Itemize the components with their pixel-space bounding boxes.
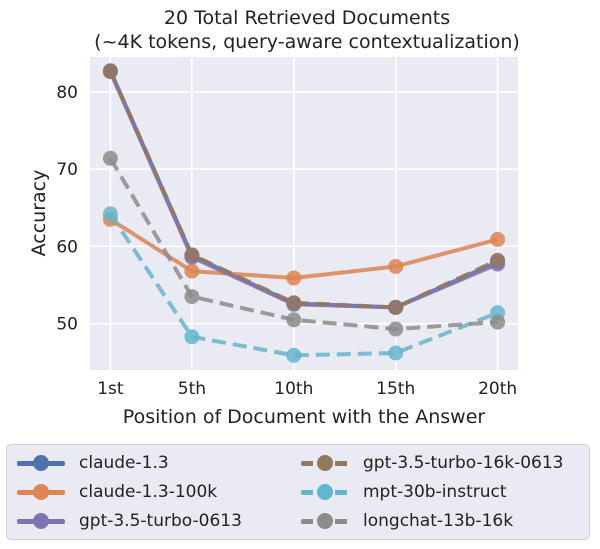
data-point xyxy=(102,150,118,166)
legend-item: claude-1.3-100k xyxy=(15,479,217,505)
data-point xyxy=(184,263,200,279)
x-tick-label: 15th xyxy=(376,379,415,399)
series-longchat-13b-16k xyxy=(102,150,506,337)
legend-swatch xyxy=(299,508,351,534)
data-point xyxy=(286,347,302,363)
data-point xyxy=(388,345,404,361)
legend-swatch xyxy=(299,479,351,505)
data-point xyxy=(184,247,200,263)
legend-label: gpt-3.5-turbo-0613 xyxy=(79,511,242,531)
legend-label: claude-1.3 xyxy=(79,453,169,473)
data-point xyxy=(184,289,200,305)
data-point xyxy=(184,329,200,345)
plot-area xyxy=(90,57,518,370)
x-axis-label: Position of Document with the Answer xyxy=(123,406,486,428)
data-point xyxy=(286,312,302,328)
data-point xyxy=(490,314,506,330)
legend-item: claude-1.3 xyxy=(15,450,169,476)
data-point xyxy=(286,270,302,286)
data-point xyxy=(102,206,118,222)
y-tick-labels: 50 60 70 80 xyxy=(56,83,78,335)
data-point xyxy=(388,321,404,337)
legend-swatch xyxy=(15,479,67,505)
data-point xyxy=(388,258,404,274)
legend-swatch xyxy=(15,450,67,476)
x-tick-label: 10th xyxy=(274,379,313,399)
y-tick-label: 50 xyxy=(56,315,78,335)
data-point xyxy=(490,231,506,247)
legend-item: gpt-3.5-turbo-16k-0613 xyxy=(299,450,564,476)
data-point xyxy=(286,295,302,311)
line-chart: 20 Total Retrieved Documents (~4K tokens… xyxy=(28,7,520,428)
legend-label: mpt-30b-instruct xyxy=(363,482,507,502)
legend-label: claude-1.3-100k xyxy=(79,482,218,502)
legend-item: mpt-30b-instruct xyxy=(299,479,507,505)
series-line xyxy=(108,70,499,310)
chart-title: 20 Total Retrieved Documents xyxy=(164,7,450,29)
series-group xyxy=(102,63,506,363)
legend-swatch xyxy=(15,508,67,534)
chart-subtitle: (~4K tokens, query-aware contextualizati… xyxy=(94,31,520,53)
x-tick-label: 5th xyxy=(178,379,206,399)
data-point xyxy=(490,252,506,268)
legend-item: longchat-13b-16k xyxy=(299,508,513,534)
x-tick-labels: 1st 5th 10th 15th 20th xyxy=(97,379,517,399)
x-tick-label: 20th xyxy=(478,379,517,399)
legend-swatch xyxy=(299,450,351,476)
series-gpt-3.5-turbo-16k-0613 xyxy=(102,63,506,315)
x-tick-label: 1st xyxy=(97,379,124,399)
y-tick-label: 80 xyxy=(56,83,78,103)
y-tick-label: 60 xyxy=(56,237,78,257)
series-line xyxy=(108,212,499,358)
legend-item: gpt-3.5-turbo-0613 xyxy=(15,508,242,534)
legend-label: gpt-3.5-turbo-16k-0613 xyxy=(363,453,564,473)
y-tick-label: 70 xyxy=(56,160,78,180)
legend-label: longchat-13b-16k xyxy=(363,511,514,531)
legend: claude-1.3 gpt-3.5-turbo-16k-0613 claude-1… xyxy=(6,444,590,540)
y-axis-label: Accuracy xyxy=(28,170,50,257)
data-point xyxy=(102,63,118,79)
data-point xyxy=(388,299,404,315)
